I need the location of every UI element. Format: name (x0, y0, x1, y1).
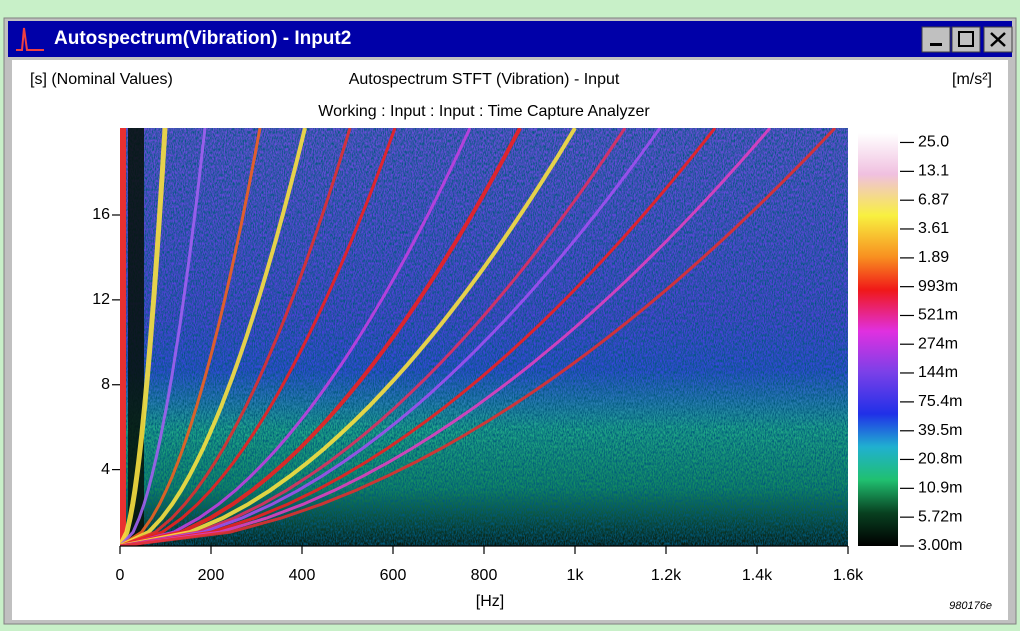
order-trace (120, 128, 307, 546)
order-trace (120, 128, 662, 546)
colorbar-tick-label: 10.9m (918, 480, 962, 497)
order-trace (120, 128, 352, 546)
colorbar-tick-label: 521m (918, 307, 958, 324)
x-tick-label: 0 (116, 567, 125, 584)
colorbar-tick-label: 3.61 (918, 220, 949, 237)
close-icon (990, 32, 1006, 47)
maximize-button[interactable] (951, 26, 981, 53)
x-tick-label: 1.4k (742, 567, 773, 584)
colorbar (858, 133, 898, 546)
y-axis-label: [s] (Nominal Values) (30, 71, 173, 88)
minimize-button[interactable] (921, 26, 951, 53)
app-icon (16, 27, 44, 51)
y-tick-label: 8 (101, 376, 110, 393)
title-bar (8, 21, 1012, 57)
colorbar-tick-label: 3.00m (918, 537, 962, 554)
colorbar-tick-label: 1.89 (918, 249, 949, 266)
x-tick-label: 800 (471, 567, 498, 584)
x-axis-label: [Hz] (476, 593, 504, 610)
window-buttons[interactable] (921, 26, 1013, 53)
window-title: Autospectrum(Vibration) - Input2 (54, 28, 351, 49)
order-trace (120, 128, 772, 546)
x-tick-label: 1.6k (833, 567, 864, 584)
colorbar-tick-label: 25.0 (918, 134, 949, 151)
colorbar-tick-label: 75.4m (918, 393, 962, 410)
x-tick-label: 200 (198, 567, 225, 584)
x-tick-label: 1.2k (651, 567, 682, 584)
colorbar-tick-label: 274m (918, 335, 958, 352)
colorbar-label: [m/s²] (952, 71, 992, 88)
spectrogram-band (120, 128, 126, 546)
y-tick-label: 12 (92, 291, 110, 308)
y-tick-label: 4 (101, 461, 110, 478)
order-trace (120, 128, 837, 546)
spectrogram (120, 128, 848, 546)
x-tick-label: 1k (567, 567, 585, 584)
colorbar-tick-label: 39.5m (918, 422, 962, 439)
order-trace (120, 128, 522, 546)
order-trace (120, 128, 207, 546)
order-trace (120, 128, 577, 546)
order-trace (120, 128, 472, 546)
minimize-icon (930, 43, 942, 46)
order-trace (120, 128, 262, 546)
order-trace (120, 128, 168, 546)
order-trace (120, 128, 627, 546)
chart-title: Autospectrum STFT (Vibration) - Input (349, 71, 620, 88)
x-tick-label: 400 (289, 567, 316, 584)
colorbar-tick-label: 6.87 (918, 191, 949, 208)
maximize-icon (958, 31, 974, 47)
order-trace (120, 128, 717, 546)
colorbar-tick-label: 20.8m (918, 451, 962, 468)
colorbar-tick-label: 144m (918, 364, 958, 381)
x-tick-label: 600 (380, 567, 407, 584)
order-trace (120, 128, 397, 546)
colorbar-tick-label: 13.1 (918, 163, 949, 180)
figure-id: 980176e (949, 600, 992, 612)
chart-subtitle: Working : Input : Input : Time Capture A… (318, 103, 650, 120)
y-tick-label: 16 (92, 206, 110, 223)
colorbar-tick-label: 993m (918, 278, 958, 295)
colorbar-tick-label: 5.72m (918, 508, 962, 525)
